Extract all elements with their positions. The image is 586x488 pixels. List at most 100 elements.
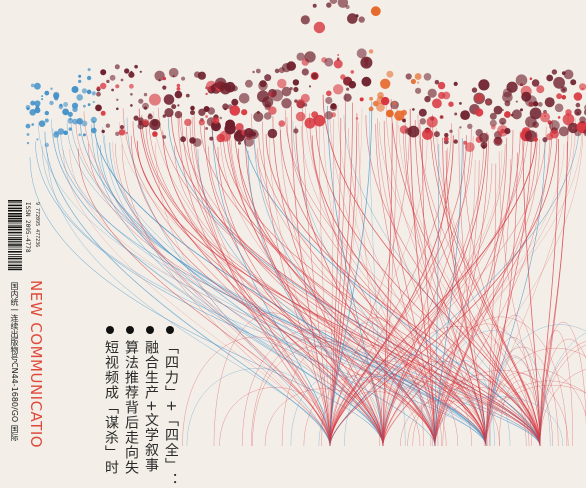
node-dot xyxy=(326,90,332,97)
node-dot xyxy=(572,126,575,130)
node-dot xyxy=(497,125,509,137)
node-dot xyxy=(489,112,497,120)
node-dot xyxy=(68,127,73,131)
node-dot xyxy=(511,109,522,120)
node-dot xyxy=(62,108,69,116)
node-dot xyxy=(120,78,124,82)
node-dot xyxy=(116,98,119,102)
node-dot xyxy=(92,100,95,104)
connection-line xyxy=(382,129,583,446)
node-dot xyxy=(479,132,489,143)
connection-line xyxy=(329,136,428,446)
node-dot xyxy=(26,133,30,136)
node-dot xyxy=(324,111,333,120)
connection-line xyxy=(121,144,331,446)
node-dot xyxy=(198,119,205,126)
node-dot xyxy=(312,3,317,8)
node-dot xyxy=(185,93,190,98)
node-dot xyxy=(427,88,437,98)
node-dot xyxy=(459,102,462,105)
connection-line xyxy=(130,135,436,446)
node-dot xyxy=(301,68,309,76)
node-dot xyxy=(295,111,306,122)
node-dot xyxy=(72,118,78,125)
node-dot xyxy=(358,16,365,23)
node-dot xyxy=(433,131,440,138)
node-dot xyxy=(289,87,293,91)
node-dot xyxy=(151,119,159,127)
connection-line xyxy=(434,124,551,446)
node-dot xyxy=(38,120,46,127)
connection-line xyxy=(329,131,537,446)
barcode-number: 9 772095 477236 xyxy=(34,202,40,248)
node-dot xyxy=(229,105,241,116)
node-dot xyxy=(506,81,518,93)
node-dot xyxy=(325,96,333,105)
node-dot xyxy=(313,21,326,34)
node-dot xyxy=(482,145,486,149)
node-dot xyxy=(532,121,539,128)
node-dot xyxy=(205,92,208,96)
connection-arc xyxy=(485,397,530,446)
node-dot xyxy=(293,86,299,93)
connection-line xyxy=(434,129,514,446)
node-dot xyxy=(225,119,236,130)
node-dot xyxy=(281,86,292,97)
node-dot xyxy=(245,79,253,88)
node-dot xyxy=(174,110,183,119)
node-dot xyxy=(432,98,442,109)
connection-line xyxy=(158,107,541,446)
node-dot xyxy=(100,110,106,116)
node-dot xyxy=(515,100,518,103)
connection-line xyxy=(386,105,487,446)
node-dot xyxy=(162,76,167,81)
node-dot xyxy=(82,133,86,137)
node-dot xyxy=(565,109,572,116)
node-dot xyxy=(168,67,179,78)
node-dot xyxy=(546,74,554,82)
node-dot xyxy=(139,70,142,73)
node-dot xyxy=(268,106,277,115)
node-dot xyxy=(304,51,316,63)
connection-line xyxy=(382,139,541,446)
node-dot xyxy=(434,79,440,85)
connection-arc xyxy=(434,316,568,446)
node-dot xyxy=(491,124,496,130)
connection-line xyxy=(177,112,331,446)
node-dot xyxy=(460,110,470,120)
node-dot xyxy=(296,52,305,61)
node-dot xyxy=(96,91,101,97)
connection-line xyxy=(382,141,485,446)
node-dot xyxy=(184,118,192,127)
connection-line xyxy=(375,123,436,446)
node-dot xyxy=(174,90,183,99)
node-dot xyxy=(278,120,286,127)
node-dot xyxy=(355,14,359,18)
connection-line xyxy=(348,128,487,446)
node-dot xyxy=(504,128,511,135)
node-dot xyxy=(579,116,586,124)
node-dot xyxy=(109,74,116,81)
node-dot xyxy=(67,117,74,124)
connection-line xyxy=(242,124,541,446)
connection-line xyxy=(253,134,436,446)
network-visualization-artwork xyxy=(25,0,586,446)
connection-arc xyxy=(539,321,586,446)
node-dot xyxy=(424,95,431,103)
node-dot xyxy=(116,107,119,111)
node-dot xyxy=(100,82,107,90)
node-dot xyxy=(549,129,559,139)
node-dot xyxy=(426,116,438,128)
node-dot xyxy=(142,119,149,126)
connection-line xyxy=(329,135,454,446)
connection-line xyxy=(66,122,487,446)
cover-line-4: 短视频成「谋杀」时 xyxy=(103,340,119,475)
connection-line xyxy=(295,126,436,446)
node-dot xyxy=(520,108,523,112)
connection-line xyxy=(329,127,525,446)
node-dot xyxy=(549,120,560,131)
connection-arc xyxy=(186,368,331,446)
node-dot xyxy=(105,123,111,128)
connection-line xyxy=(112,141,331,446)
node-dot xyxy=(418,108,427,117)
